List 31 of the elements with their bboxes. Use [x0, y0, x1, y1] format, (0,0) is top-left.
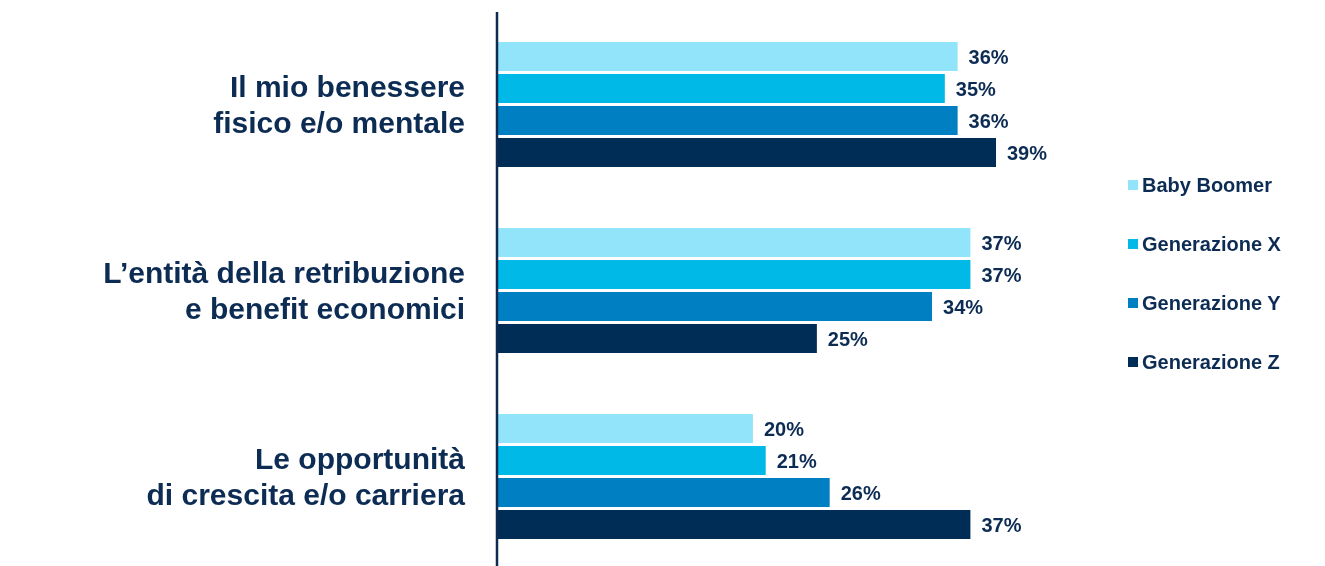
- data-label: 34%: [943, 295, 984, 318]
- data-label: 36%: [968, 45, 1009, 68]
- bar: [497, 510, 971, 539]
- bar: [497, 74, 945, 103]
- data-label: 39%: [1007, 141, 1048, 164]
- legend-label: Baby Boomer: [1142, 174, 1273, 196]
- data-label: 20%: [763, 417, 805, 440]
- data-label: 37%: [981, 513, 1022, 536]
- data-label: 26%: [840, 481, 881, 504]
- bar: [497, 446, 766, 475]
- data-label: 25%: [827, 327, 869, 350]
- bar: [497, 414, 753, 443]
- y-tick-label: Le opportunità di crescita e/o carriera: [146, 441, 466, 511]
- bar: [497, 260, 971, 289]
- bar: [497, 42, 958, 71]
- bar: [497, 292, 933, 321]
- bar: [497, 228, 971, 257]
- data-label: 37%: [981, 231, 1022, 254]
- bar: [497, 478, 830, 507]
- y-tick-label: Il mio benessere fisico e/o mentale: [213, 69, 465, 139]
- legend-label: Generazione Y: [1142, 292, 1282, 314]
- legend-label: Generazione X: [1142, 233, 1282, 255]
- y-tick-label: L’entità della retribuzione e benefit economici: [103, 255, 465, 325]
- bar: [497, 138, 996, 167]
- data-label: 21%: [776, 449, 817, 472]
- bar: [497, 106, 958, 135]
- bar: [497, 324, 817, 353]
- data-label: 36%: [968, 109, 1009, 132]
- data-label: 35%: [955, 77, 997, 100]
- legend-label: Generazione Z: [1142, 351, 1280, 373]
- data-label: 37%: [981, 263, 1022, 286]
